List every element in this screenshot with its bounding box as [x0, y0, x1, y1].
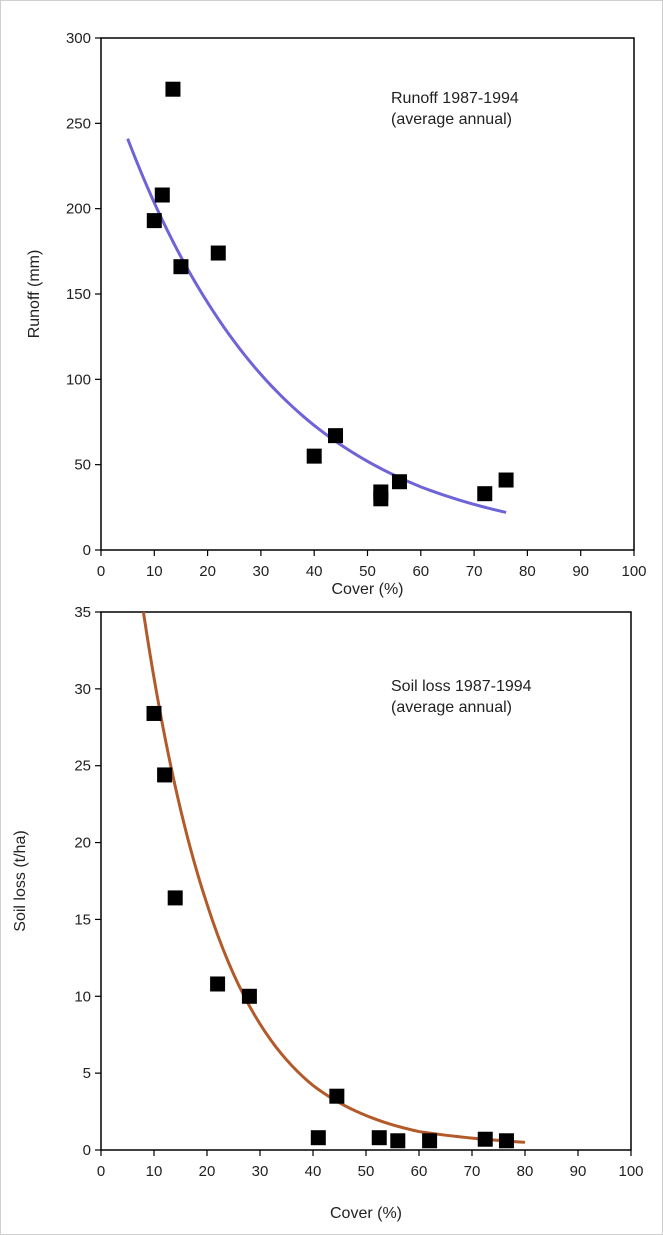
- y-tick-label: 20: [74, 835, 91, 852]
- data-point: [371, 1130, 387, 1146]
- data-point: [310, 1130, 326, 1146]
- data-point: [173, 259, 189, 275]
- data-point: [329, 1088, 345, 1104]
- data-point: [477, 1131, 493, 1147]
- runoff-chart: 0 10 20 30 40 50 60 70 80 90 100 0 50 100 150 200 250 300…: [26, 30, 647, 598]
- x-tick-label: 30: [252, 1163, 269, 1180]
- x-tick-label: 0: [97, 1163, 105, 1180]
- chart-annotation: Soil loss 1987-1994: [391, 678, 532, 695]
- data-point: [477, 486, 493, 502]
- x-tick-label: 20: [199, 1163, 216, 1180]
- y-axis-label: Runoff (mm): [26, 250, 43, 339]
- y-tick-label: 100: [66, 371, 91, 388]
- soil-loss-chart: 0 10 20 30 40 50 60 70 80 90 100 0 5 10 15 20 25 30 35 Cove…: [12, 604, 644, 1222]
- x-tick-label: 90: [570, 1163, 587, 1180]
- data-point: [146, 213, 162, 229]
- data-point: [146, 705, 162, 721]
- data-point: [154, 187, 170, 203]
- data-point: [328, 428, 344, 444]
- data-point: [422, 1133, 438, 1149]
- y-tick-label: 0: [83, 1142, 91, 1159]
- trend-line: [126, 138, 507, 514]
- x-axis-label: Cover (%): [330, 1205, 402, 1222]
- x-tick-label: 100: [618, 1163, 643, 1180]
- data-point: [165, 81, 181, 97]
- plot-frame: [100, 37, 635, 551]
- data-point: [210, 976, 226, 992]
- y-tick-label: 200: [66, 201, 91, 218]
- y-tick-label: 50: [74, 457, 91, 474]
- data-point: [390, 1133, 406, 1149]
- y-tick-label: 5: [83, 1065, 91, 1082]
- y-axis-label: Soil loss (t/ha): [12, 830, 29, 931]
- chart-annotation: (average annual): [391, 111, 512, 128]
- data-point: [391, 474, 407, 490]
- data-point: [498, 1133, 514, 1149]
- y-tick-label: 35: [74, 604, 91, 621]
- data-point: [373, 484, 389, 500]
- x-tick-label: 70: [464, 1163, 481, 1180]
- x-tick-label: 60: [412, 563, 429, 580]
- data-point: [241, 988, 257, 1004]
- data-point: [167, 890, 183, 906]
- y-tick-label: 150: [66, 286, 91, 303]
- x-tick-label: 50: [359, 563, 376, 580]
- data-point: [498, 472, 514, 488]
- x-tick-label: 0: [97, 563, 105, 580]
- y-tick-label: 0: [83, 542, 91, 559]
- y-tick-label: 15: [74, 911, 91, 928]
- x-tick-label: 70: [466, 563, 483, 580]
- y-tick-label: 25: [74, 758, 91, 775]
- y-tick-label: 250: [66, 115, 91, 132]
- x-tick-label: 30: [253, 563, 270, 580]
- x-tick-label: 80: [517, 1163, 534, 1180]
- x-tick-label: 90: [572, 563, 589, 580]
- y-tick-label: 30: [74, 681, 91, 698]
- data-point: [210, 245, 226, 261]
- x-axis-label: Cover (%): [331, 581, 403, 598]
- x-tick-label: 100: [621, 563, 646, 580]
- plot-frame: [100, 611, 632, 1151]
- x-tick-label: 40: [305, 1163, 322, 1180]
- x-tick-label: 40: [306, 563, 323, 580]
- x-tick-label: 10: [146, 1163, 163, 1180]
- data-point: [157, 767, 173, 783]
- x-tick-label: 80: [519, 563, 536, 580]
- x-tick-label: 50: [358, 1163, 375, 1180]
- x-tick-label: 20: [199, 563, 216, 580]
- y-tick-label: 10: [74, 988, 91, 1005]
- x-tick-label: 60: [411, 1163, 428, 1180]
- chart-annotation: Runoff 1987-1994: [391, 90, 519, 107]
- x-tick-label: 10: [146, 563, 163, 580]
- data-point: [306, 448, 322, 464]
- y-tick-label: 300: [66, 30, 91, 47]
- chart-annotation: (average annual): [391, 699, 512, 716]
- trend-line: [141, 611, 526, 1144]
